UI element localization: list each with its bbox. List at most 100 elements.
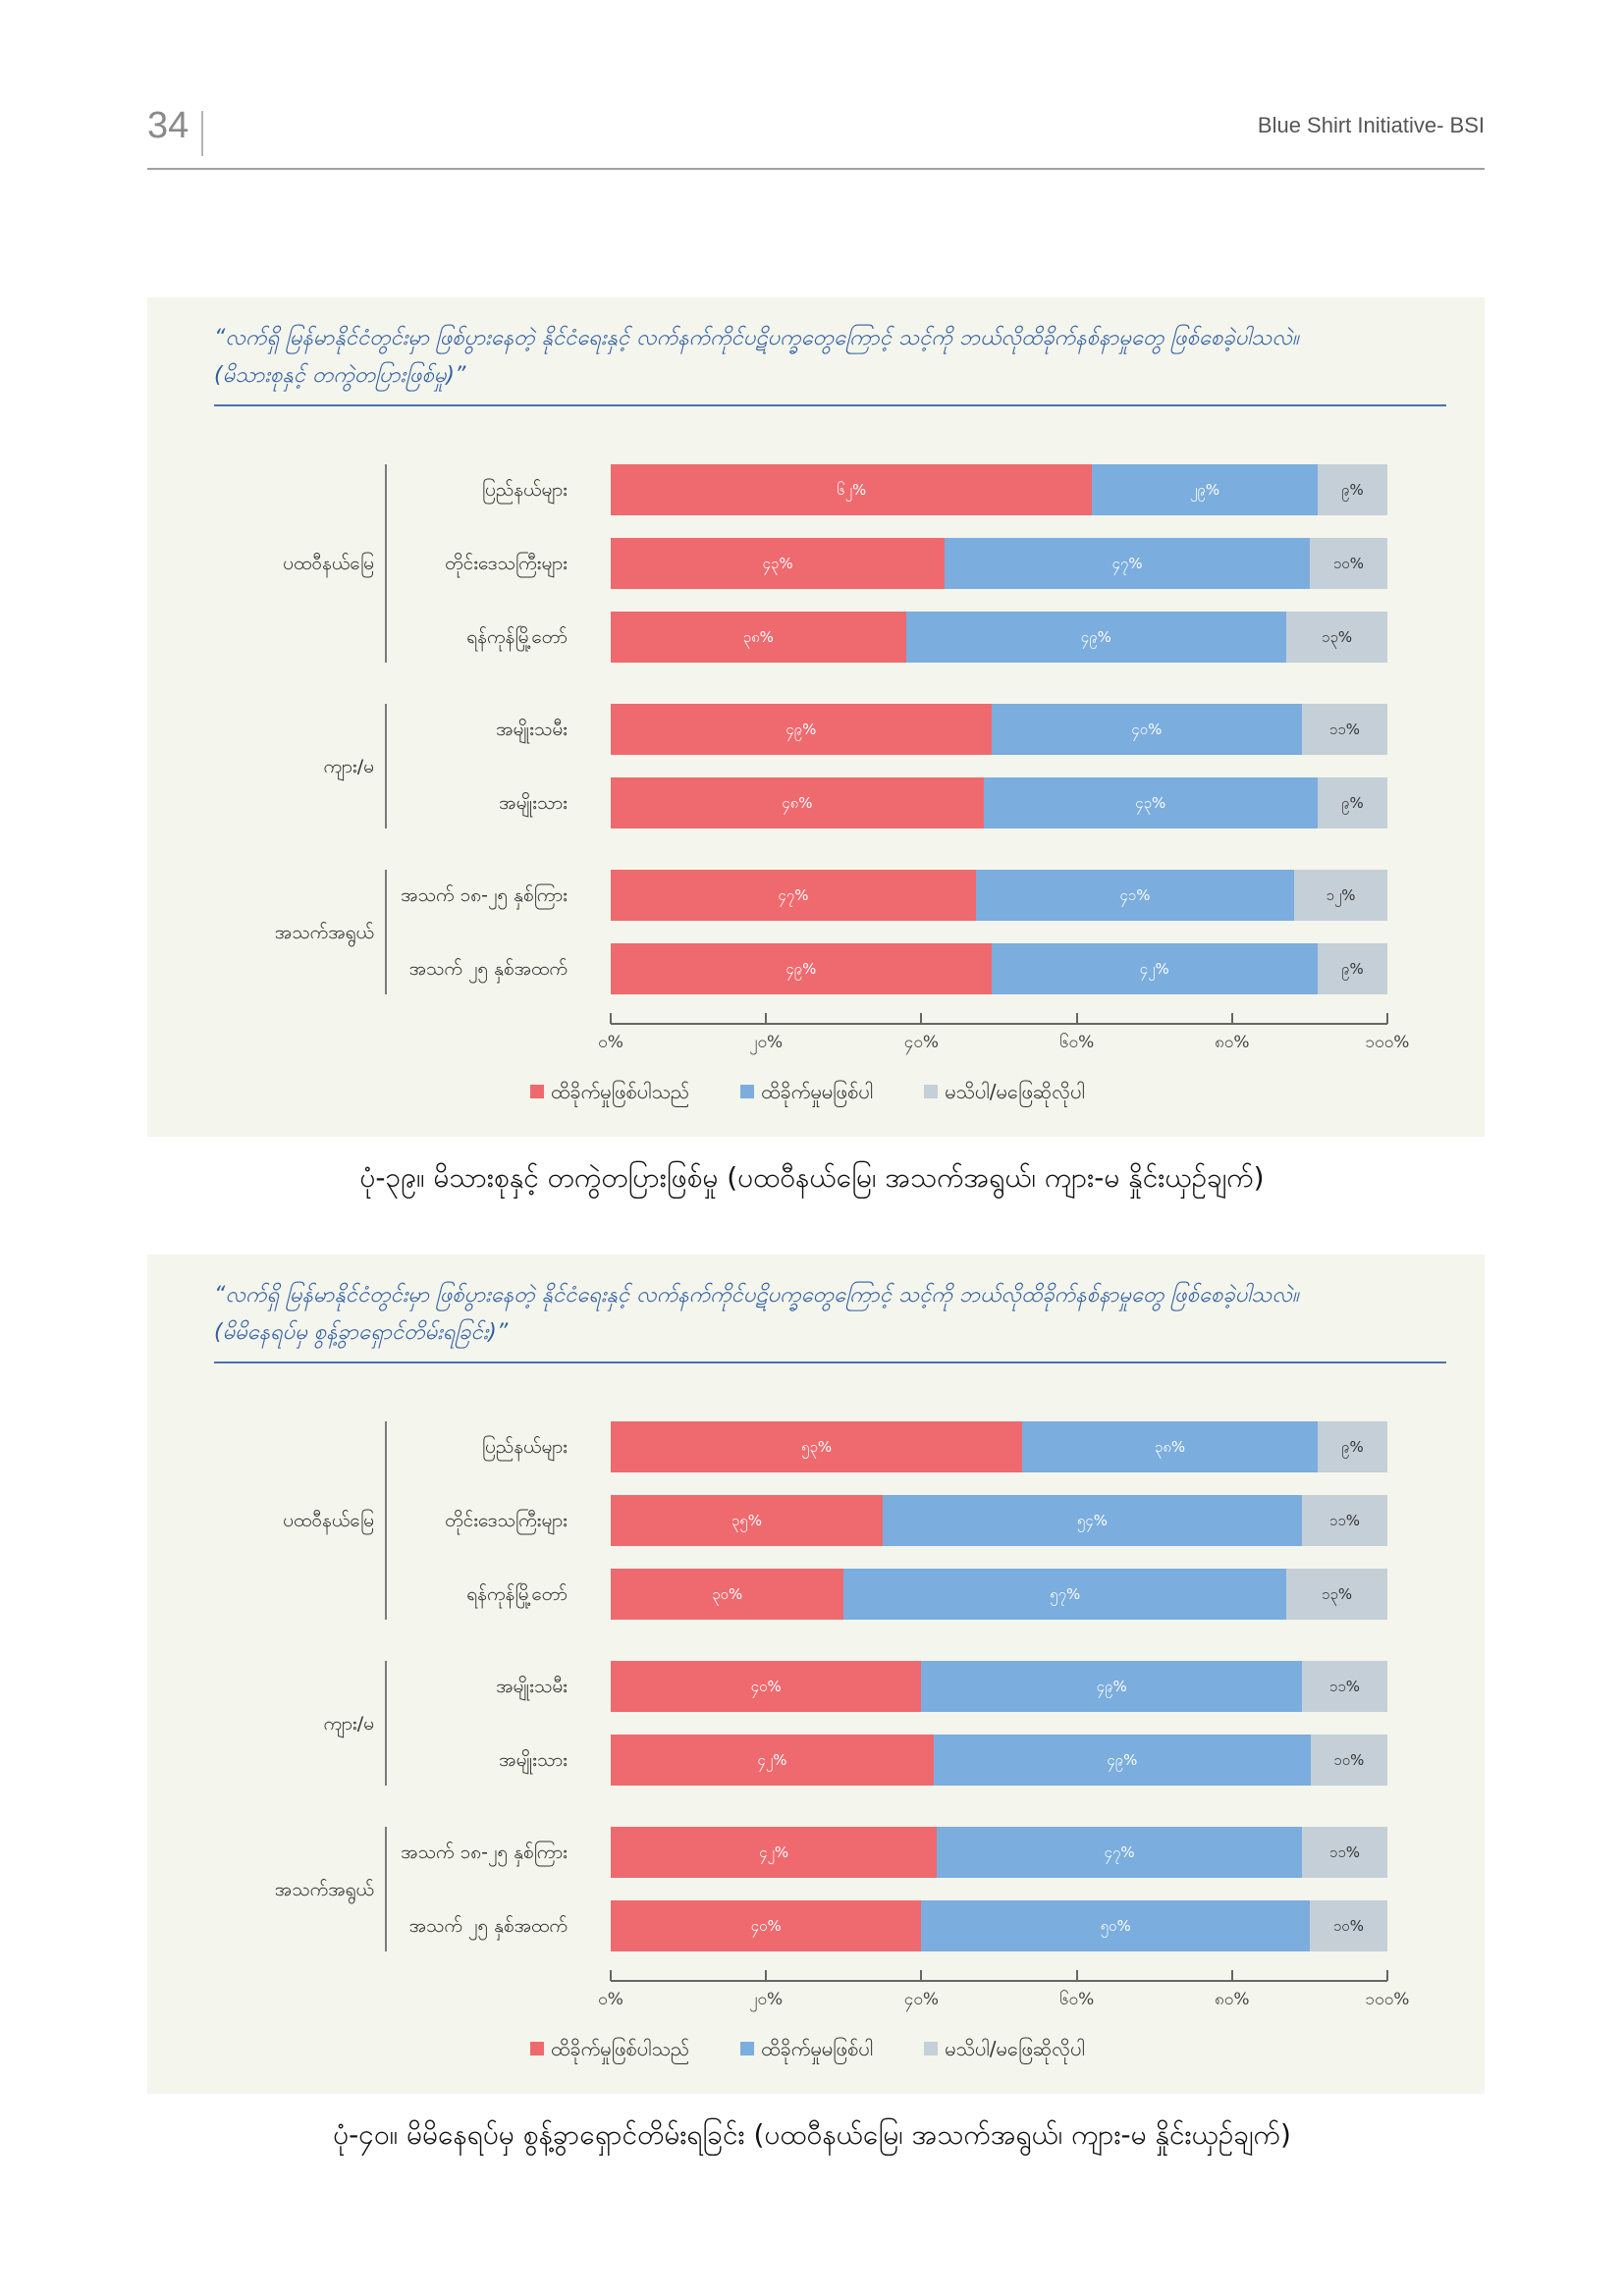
bar-segment: ၄၂% [611,1735,934,1786]
x-tick-label: ၄၀% [903,1033,940,1052]
data-label: ၁၂% [1326,886,1356,904]
x-tick [920,1013,923,1024]
data-label: ၃၈% [742,628,774,646]
legend-label: ထိခိုက်မှုမဖြစ်ပါ [761,1080,874,1103]
legend-swatch [530,1085,544,1098]
bar-segment: ၄၂% [991,943,1318,994]
bar-segment: ၅၃% [611,1421,1023,1472]
group-bracket [385,1421,387,1620]
bar-segment: ၂၉% [1092,464,1318,515]
question-line: “လက်ရှိ မြန်မာနိုင်ငံတွင်းမှာ ဖြစ်ပွားနေ… [214,1283,1299,1308]
legend-swatch [530,2042,544,2056]
bar-segment: ၃၈% [1022,1421,1318,1472]
category-label: အမျိုးသား [499,792,568,814]
x-axis-line [611,1023,1387,1025]
group-label: ကျား/မ [323,755,375,777]
group-bracket [385,1827,387,1951]
x-tick [765,1013,768,1024]
legend: ထိခိုက်မှုဖြစ်ပါသည် ထိခိုက်မှုမဖြစ်ပါ မသိပ… [530,2035,1085,2062]
bar-segment: ၄၇% [937,1827,1302,1878]
bar-segment: ၅၇% [843,1569,1287,1620]
chart-question: “လက်ရှိ မြန်မာနိုင်ငံတွင်းမှာ ဖြစ်ပွားနေ… [214,320,1453,395]
bar-segment: ၅၀% [921,1900,1310,1951]
bar-segment: ၅၄% [882,1495,1302,1546]
legend-swatch [740,2042,755,2056]
x-tick-label: ၀% [598,1033,623,1052]
bar-segment: ၁၃% [1286,612,1387,663]
legend-item: ထိခိုက်မှုမဖြစ်ပါ [740,1078,873,1105]
bar-segment: ၄၇% [611,870,976,921]
x-tick-label: ၁၀၀% [1365,1033,1410,1052]
bar-segment: ၁၀% [1310,1735,1387,1786]
category-label: အသက် ၁၈-၂၅ နှစ်ကြား [401,1842,568,1863]
bar-segment: ၁၀% [1309,1900,1387,1951]
bar-segment: ၆၂% [611,464,1093,515]
bar-segment: ၄၀% [611,1900,922,1951]
data-label: ၄၁% [1119,886,1151,904]
category-label: အမျိုးသမီး [496,719,568,740]
category-label: ပြည်နယ်များ [481,1436,568,1458]
data-label: ၄၂% [759,1843,789,1861]
legend-item: မသိပါ/မဖြေဆိုလိုပါ [924,2035,1085,2062]
category-label: အသက် ၁၈-၂၅ နှစ်ကြား [401,884,568,906]
legend-item: ထိခိုက်မှုမဖြစ်ပါ [740,2035,873,2062]
data-label: ၄၀% [750,1678,782,1695]
bar-segment: ၉% [1317,943,1387,994]
category-label: အမျိုးသမီး [496,1676,568,1697]
bar-segment: ၄၉% [905,612,1287,663]
group-bracket [385,464,387,663]
data-label: ၄၉% [1107,1751,1138,1769]
data-label: ၆၂% [837,481,867,499]
legend-swatch [924,1085,939,1098]
legend-item: ထိခိုက်မှုဖြစ်ပါသည် [530,1078,689,1105]
data-label: ၁၃% [1322,628,1353,646]
legend-label: ထိခိုက်မှုဖြစ်ပါသည် [551,1080,690,1103]
data-label: ၁၃% [1322,1585,1353,1603]
data-label: ၃၈% [1154,1438,1186,1456]
bar-segment: ၉% [1317,777,1387,828]
category-label: ရန်ကုန်မြို့တော် [466,1583,568,1605]
x-axis-line [611,1980,1387,1982]
x-tick [1386,1970,1388,1981]
legend-label: မသိပါ/မဖြေဆိုလိုပါ [945,1080,1085,1103]
data-label: ၁၀% [1332,1917,1364,1935]
bar-segment: ၃၅% [611,1495,883,1546]
group-label: အသက်အရွယ် [274,1878,374,1900]
data-label: ၄၀% [750,1917,782,1935]
data-label: ၁၁% [1328,721,1361,738]
x-tick [1075,1013,1078,1024]
data-label: ၉% [1341,960,1364,978]
bar-segment: ၄၈% [611,777,984,828]
question-line: (မိမိနေရပ်မှ စွန့်ခွာရှောင်တိမ်းရခြင်း)” [214,1320,509,1345]
group-label: အသက်အရွယ် [274,921,374,943]
x-tick-label: ၀% [598,1990,623,2009]
publication-name: Blue Shirt Initiative- BSI [1257,113,1485,137]
data-label: ၉% [1341,481,1364,499]
data-label: ၃၅% [731,1512,762,1529]
data-label: ၅၇% [1050,1585,1081,1603]
bar-segment: ၁၁% [1301,1495,1387,1546]
group-label: ပထဝီနယ်မြေ [283,553,374,574]
bar-segment: ၁၁% [1301,704,1387,755]
bar-segment: ၃၈% [611,612,906,663]
group-bracket [385,870,387,994]
bar-segment: ၄၇% [945,538,1310,589]
data-label: ၂၉% [1190,481,1220,499]
x-tick [610,1013,612,1024]
x-tick-label: ၆၀% [1058,1033,1095,1052]
question-rule [214,1362,1446,1363]
data-label: ၄၇% [1104,1843,1135,1861]
legend-label: ထိခိုက်မှုမဖြစ်ပါ [761,2037,874,2060]
data-label: ၄၉% [1080,628,1111,646]
question-rule [214,404,1446,406]
x-tick-label: ၄၀% [903,1990,940,2009]
figure-caption: ပုံ-၄၀။ မိမိနေရပ်မှ စွန့်ခွာရှောင်တိမ်းရ… [333,2118,1291,2151]
bar-segment: ၄၁% [975,870,1295,921]
figure-caption: ပုံ-၃၉။ မိသားစုနှင့် တကွဲတပြားဖြစ်မှု (ပ… [359,1161,1265,1194]
chart-panel: “လက်ရှိ မြန်မာနိုင်ငံတွင်းမှာ ဖြစ်ပွားနေ… [147,297,1485,1137]
data-label: ၁၁% [1328,1843,1361,1861]
x-tick-label: ၂၀% [749,1033,784,1052]
bar-segment: ၃၀% [611,1569,844,1620]
data-label: ၁၀% [1333,1751,1365,1769]
